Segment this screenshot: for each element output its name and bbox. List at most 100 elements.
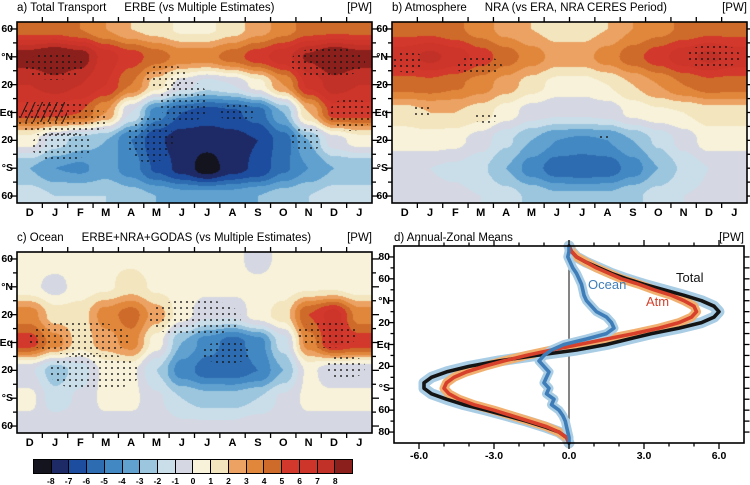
month-tick-label: N (679, 207, 688, 219)
stipple-region (290, 126, 323, 153)
panel-b-stipple-layer (392, 22, 747, 203)
panel-a-stipple-layer (17, 22, 372, 203)
y-tick-label: 60 (1, 22, 13, 35)
month-tick-label: F (77, 437, 84, 449)
y-tick-label: 80 (378, 250, 390, 263)
x-tick-label: -3.0 (484, 450, 504, 462)
colorbar-tick-label: 8 (332, 476, 338, 485)
month-tick-label: O (653, 207, 663, 219)
panel-c-title: c) Ocean (17, 232, 64, 244)
month-tick-label: J (178, 207, 185, 219)
stipple-region (127, 116, 174, 164)
panel-d-title: d) Annual-Zonal Means (394, 232, 513, 244)
month-tick-label: A (228, 437, 237, 449)
stipple-region (31, 130, 92, 162)
y-tick-label: 60 (376, 22, 388, 35)
series-label-atm: Atm (646, 294, 670, 309)
series-label-total: Total (676, 270, 704, 285)
month-tick-label: A (228, 207, 237, 219)
colorbar (33, 459, 353, 474)
colorbar-tick-label: -7 (64, 476, 73, 485)
panel-d-title-row: d) Annual-Zonal Means [PW] (394, 232, 744, 245)
month-tick-label: M (101, 437, 111, 449)
y-tick-label: 60 (1, 190, 13, 203)
month-tick-label: A (603, 207, 612, 219)
stipple-region (48, 353, 142, 392)
stipple-region (473, 112, 499, 124)
colorbar-cell (193, 460, 212, 473)
month-tick-label: J (204, 437, 211, 449)
stipple-region (27, 320, 131, 356)
x-tick-label: 0.0 (561, 450, 577, 462)
y-tick-label: °N (1, 280, 13, 293)
stipple-region (297, 320, 358, 348)
stipple-region (325, 355, 365, 379)
colorbar-cell (228, 460, 247, 473)
colorbar-cell (211, 460, 229, 473)
stipple-region (455, 56, 503, 77)
y-tick-label: Eq (0, 106, 13, 119)
month-tick-label: J (426, 207, 434, 219)
panel-b-title-row: b) Atmosphere NRA (vs ERA, NRA CERES Per… (392, 2, 747, 15)
stipple-region (413, 105, 432, 118)
colorbar-cell (34, 460, 52, 473)
month-tick-label: S (254, 207, 262, 219)
month-tick-label: D (400, 207, 409, 219)
month-tick-label: D (329, 207, 338, 219)
colorbar-tick-label: -1 (171, 476, 179, 485)
colorbar-tick-label: 2 (226, 476, 231, 485)
month-tick-label: S (254, 437, 262, 449)
y-tick-label: °N (1, 50, 13, 63)
month-tick-label: F (77, 207, 84, 219)
x-tick-label: -6.0 (409, 450, 429, 462)
colorbar-cell (51, 460, 70, 473)
x-tick-label: 6.0 (711, 450, 727, 462)
month-tick-label: J (579, 207, 586, 219)
y-tick-label: 60 (376, 190, 388, 203)
colorbar-tick-label: -5 (100, 476, 108, 485)
y-tick-label: 20 (378, 360, 390, 373)
colorbar-cell (282, 460, 300, 473)
colorbar-cell (104, 460, 123, 473)
month-tick-label: D (25, 207, 34, 219)
y-tick-label: 20 (1, 364, 13, 377)
y-tick-label: Eq (0, 336, 13, 349)
panel-c-stipple-layer (17, 252, 372, 433)
stipple-region (148, 299, 241, 338)
y-tick-label: 80 (378, 426, 390, 439)
y-tick-label: °S (376, 162, 388, 175)
colorbar-tick-label: 3 (243, 476, 249, 485)
x-tick-label: 3.0 (636, 450, 652, 462)
y-tick-label: 20 (1, 308, 13, 321)
month-tick-label: J (51, 207, 59, 219)
colorbar-tick-label: 4 (261, 476, 267, 485)
month-tick-label: N (304, 437, 313, 449)
y-tick-label: 20 (376, 78, 388, 91)
month-tick-label: J (356, 437, 363, 449)
month-tick-label: O (278, 437, 288, 449)
y-tick-label: Eq (374, 106, 388, 119)
colorbar-cell (175, 460, 194, 473)
y-tick-label: 60 (378, 272, 390, 285)
month-tick-label: J (731, 207, 738, 219)
colorbar-cell (87, 460, 105, 473)
panel-c-source: ERBE+NRA+GODAS (vs Multiple Estimates) (81, 232, 312, 244)
colorbar-cell (299, 460, 318, 473)
colorbar-cell (246, 460, 265, 473)
y-tick-label: 60 (1, 420, 13, 433)
month-tick-label: M (151, 207, 162, 219)
colorbar-tick-label: -2 (153, 476, 162, 485)
panel-b-title: b) Atmosphere (392, 2, 467, 14)
stipple-region (201, 340, 252, 365)
month-tick-label: M (151, 437, 162, 449)
colorbar-cell (264, 460, 283, 473)
panel-a-title: a) Total Transport (17, 2, 107, 14)
month-tick-label: J (356, 207, 363, 219)
month-tick-label: M (476, 207, 486, 219)
stipple-region (290, 47, 365, 79)
colorbar-cell (158, 460, 176, 473)
colorbar-cell (317, 460, 336, 473)
panel-a-source: ERBE (vs Multiple Estimates) (124, 2, 275, 14)
colorbar-tick-label: -3 (135, 476, 144, 485)
